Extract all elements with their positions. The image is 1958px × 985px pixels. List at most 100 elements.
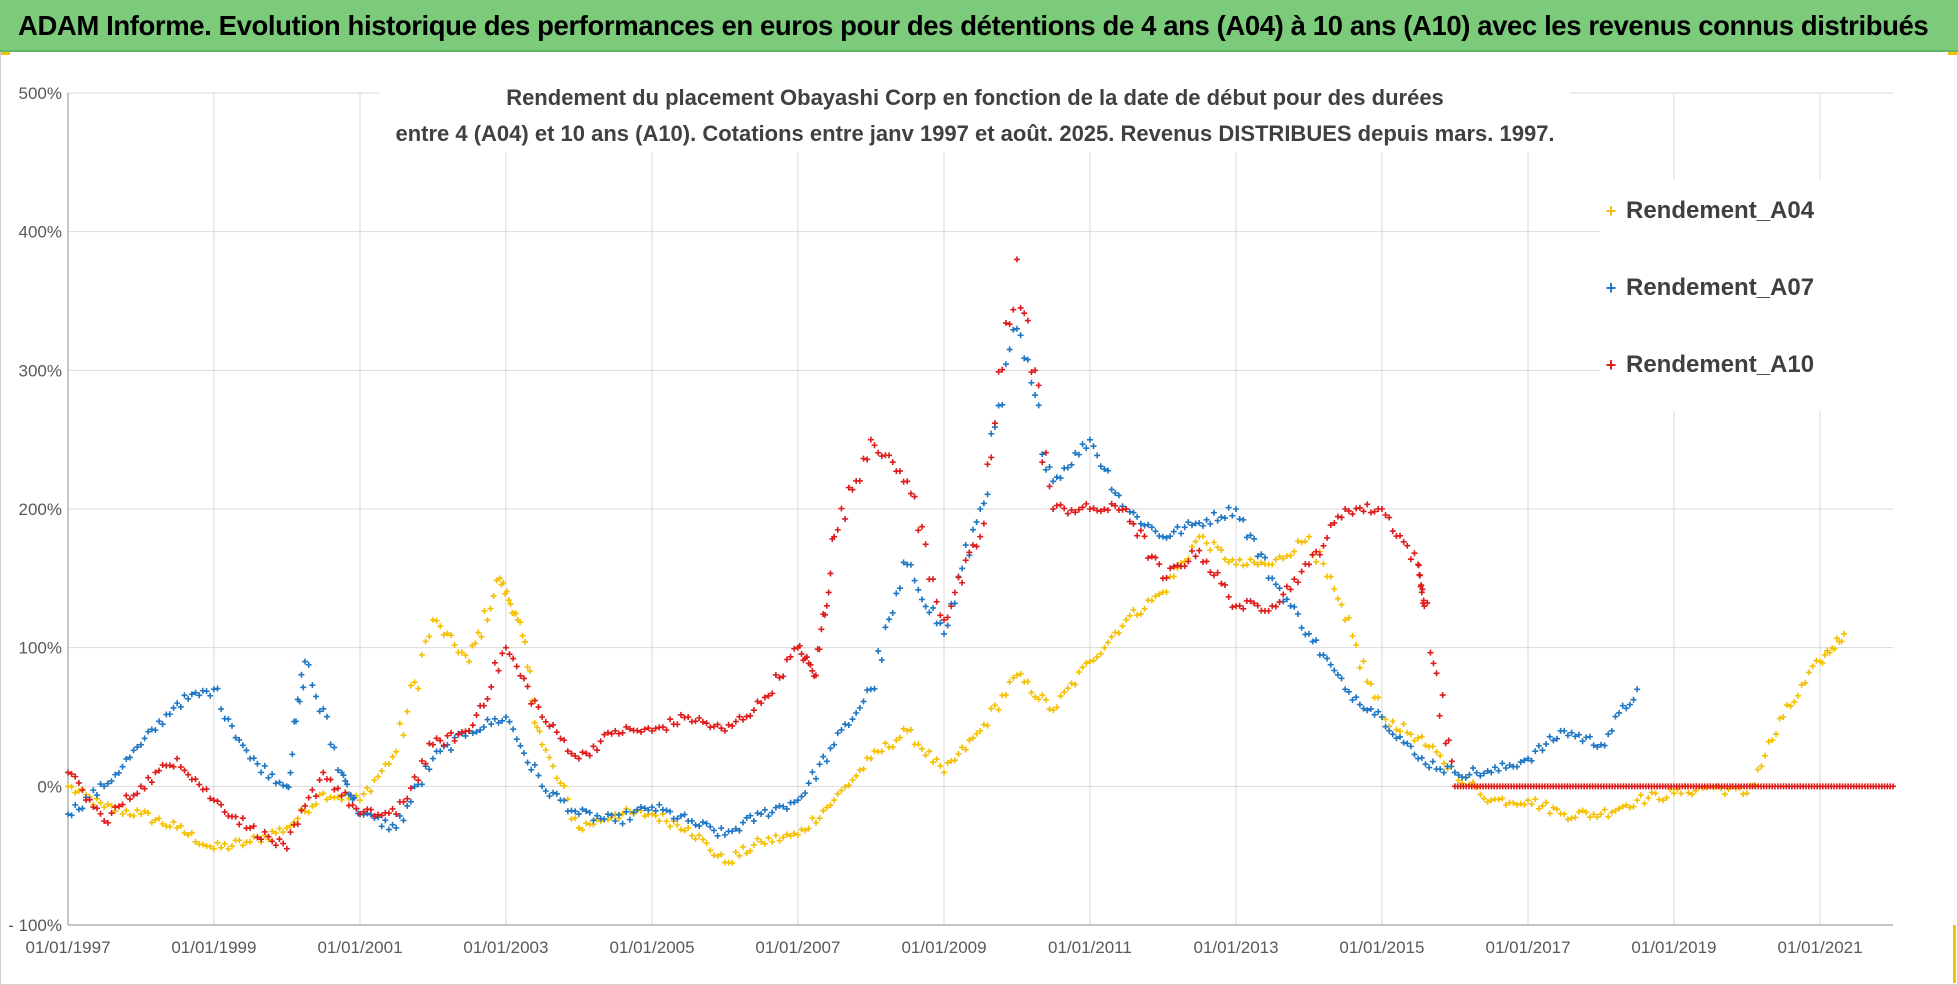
data-point [1634,797,1641,804]
data-point [488,683,495,690]
data-point [415,685,422,692]
data-point [1002,320,1009,327]
data-point [818,626,825,633]
data-point [685,714,692,720]
data-point [276,836,283,843]
data-point [170,763,177,770]
x-tick-label: 01/01/2015 [1339,938,1424,957]
data-point [1042,696,1049,703]
data-point [550,763,557,770]
data-point [1313,637,1320,644]
data-point [429,741,436,748]
data-point [1517,800,1524,807]
data-point [791,830,798,837]
data-point [502,644,509,651]
data-point [528,700,535,707]
data-point [1360,658,1367,665]
data-point [331,794,338,801]
data-point [214,798,221,805]
data-point [1532,796,1539,803]
data-point [367,806,374,813]
data-point [400,817,407,824]
data-point [1061,689,1068,696]
data-point [1247,598,1254,605]
data-point [849,716,856,723]
data-point [878,748,885,755]
data-point [1338,675,1345,682]
data-point [1028,379,1035,386]
data-point [539,714,546,720]
data-point [688,817,695,824]
data-point [517,672,524,679]
data-point [688,832,695,839]
data-point [619,729,626,736]
data-point [783,805,790,812]
data-point [1064,685,1071,692]
data-point [787,832,794,839]
data-point [1042,466,1049,473]
data-point [225,716,232,723]
data-point [185,831,192,838]
data-point [761,694,768,701]
data-point [1105,639,1112,646]
data-point [1641,800,1648,807]
report-banner: ADAM Informe. Evolution historique des p… [0,0,1958,52]
data-point [484,617,491,624]
data-point [1418,582,1425,589]
data-point [1427,649,1434,656]
data-point [699,836,706,843]
data-point [999,366,1006,373]
data-point [740,843,747,850]
data-point [732,825,739,832]
data-point [1163,534,1170,541]
data-point [834,730,841,737]
data-point [170,818,177,825]
data-point [480,723,487,730]
data-point [1229,604,1236,611]
x-tick-label: 01/01/2005 [609,938,694,957]
data-point [239,842,246,849]
data-point [579,826,586,833]
legend-label-a10: Rendement_A10 [1626,350,1815,378]
data-point [378,823,385,830]
data-point [1382,723,1389,730]
data-point [1196,547,1203,554]
data-point [141,735,148,742]
data-point [641,805,648,812]
data-point [437,737,444,744]
data-point [68,812,75,819]
data-point [119,763,126,770]
data-point [1594,814,1601,821]
data-point [1075,451,1082,458]
data-point [123,807,130,814]
data-point [630,809,637,816]
data-point [729,722,736,729]
data-point [696,714,703,721]
data-point [429,755,436,762]
data-point [272,780,279,787]
data-point [776,674,783,681]
data-point [1240,605,1247,612]
data-point [236,737,243,744]
data-point [1028,689,1035,696]
data-point [1623,705,1630,712]
data-point [597,738,604,745]
data-point [980,500,987,507]
data-point [389,805,396,812]
data-point [831,797,838,804]
data-point [822,611,829,618]
data-point [385,826,392,833]
data-point [1130,509,1137,516]
data-point [816,761,823,768]
data-point [1302,538,1309,545]
data-point [692,836,699,843]
data-point [472,640,479,647]
data-point [1586,814,1593,821]
data-point [475,629,482,636]
data-point [280,782,287,789]
data-point [232,813,239,820]
data-point [539,741,546,748]
data-point [496,575,503,582]
data-point [1057,475,1064,482]
data-point [196,692,203,699]
